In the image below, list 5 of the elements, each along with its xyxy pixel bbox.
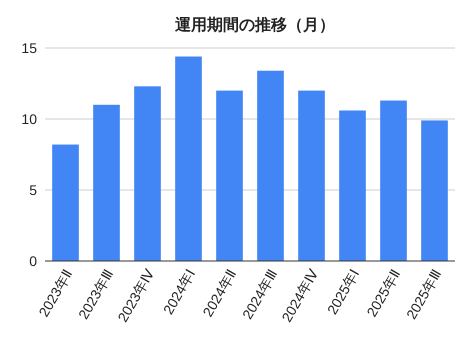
y-tick-label: 10 xyxy=(21,111,38,127)
y-tick-label: 5 xyxy=(29,182,38,198)
y-tick-label: 15 xyxy=(21,40,38,56)
y-tick-label: 0 xyxy=(29,253,38,269)
title: 運用期間の推移（月） xyxy=(175,17,335,34)
